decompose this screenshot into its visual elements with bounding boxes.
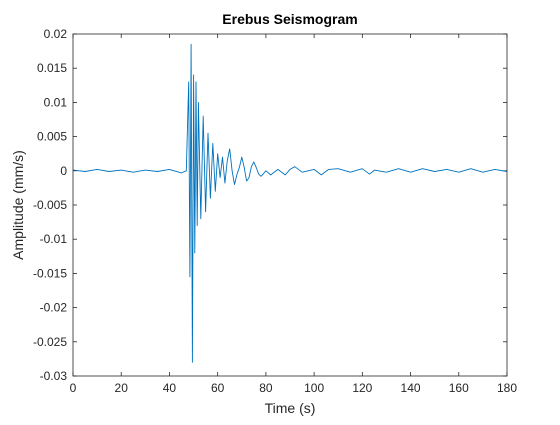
x-tick-label: 80 <box>259 381 273 395</box>
x-axis-label: Time (s) <box>265 400 316 416</box>
y-tick-label: -0.03 <box>40 369 68 383</box>
y-tick-label: 0.005 <box>37 130 67 144</box>
y-tick-label: -0.02 <box>40 301 68 315</box>
plot-area <box>73 34 507 376</box>
y-tick-label: 0.01 <box>44 95 68 109</box>
y-tick-label: -0.01 <box>40 232 68 246</box>
x-tick-label: 20 <box>115 381 129 395</box>
y-tick-label: 0 <box>60 164 67 178</box>
series-line <box>72 43 508 363</box>
x-tick-label: 180 <box>497 381 517 395</box>
chart-title: Erebus Seismogram <box>222 11 357 27</box>
y-tick-label: 0.015 <box>37 61 67 75</box>
y-tick-label: -0.015 <box>33 266 67 280</box>
y-tick-label: -0.005 <box>33 198 67 212</box>
y-axis-label: Amplitude (mm/s) <box>10 150 26 260</box>
x-tick-label: 40 <box>163 381 177 395</box>
y-tick-label: -0.025 <box>33 335 67 349</box>
y-tick-label: 0.02 <box>44 27 68 41</box>
x-axis-ticks: 0 20 40 60 80 100 120 140 160 180 <box>70 34 517 395</box>
x-tick-label: 120 <box>352 381 372 395</box>
x-tick-label: 0 <box>70 381 77 395</box>
x-tick-label: 100 <box>304 381 324 395</box>
y-axis-ticks: 0.02 0.015 0.01 0.005 0 -0.005 -0.01 -0.015 -0.0… <box>33 27 507 383</box>
x-tick-label: 160 <box>449 381 469 395</box>
x-tick-label: 60 <box>211 381 225 395</box>
x-tick-label: 140 <box>401 381 421 395</box>
axes-box <box>72 33 508 377</box>
